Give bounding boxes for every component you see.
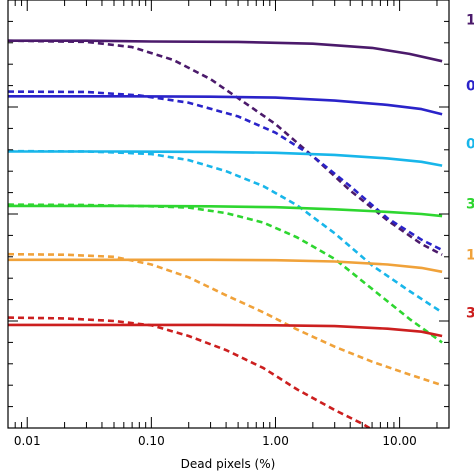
x-tick-label: 1.00 — [262, 434, 289, 448]
labels-layer: 1 0 0 3 1 3 — [466, 12, 474, 321]
series-line-solid-2 — [8, 95, 443, 116]
series-line-dashed-3 — [8, 90, 443, 252]
series-line-solid-0 — [8, 39, 443, 63]
right-edge-label-0: 1 — [466, 12, 474, 28]
right-edge-label-4: 1 — [466, 248, 474, 264]
x-axis-title: Dead pixels (%) — [181, 457, 276, 471]
series-layer — [8, 39, 443, 428]
x-tick-label: 0.01 — [14, 434, 41, 448]
right-edge-label-5: 3 — [466, 305, 474, 321]
series-line-solid-4 — [8, 150, 443, 167]
x-tick-label: 0.10 — [138, 434, 165, 448]
series-line-dashed-1 — [8, 39, 443, 256]
series-line-solid-6 — [8, 204, 443, 218]
right-edge-label-3: 3 — [466, 196, 474, 212]
x-tick-label: 10.00 — [382, 434, 416, 448]
series-line-dashed-5 — [8, 149, 443, 314]
axes-layer: 0.01 0.10 1.00 10.00 — [7, 0, 450, 448]
right-edge-label-2: 0 — [466, 136, 474, 152]
series-line-dashed-11 — [8, 316, 373, 428]
series-line-dashed-7 — [8, 203, 443, 344]
series-line-solid-10 — [8, 323, 443, 338]
right-edge-label-1: 0 — [466, 79, 474, 95]
series-line-dashed-9 — [8, 252, 443, 387]
